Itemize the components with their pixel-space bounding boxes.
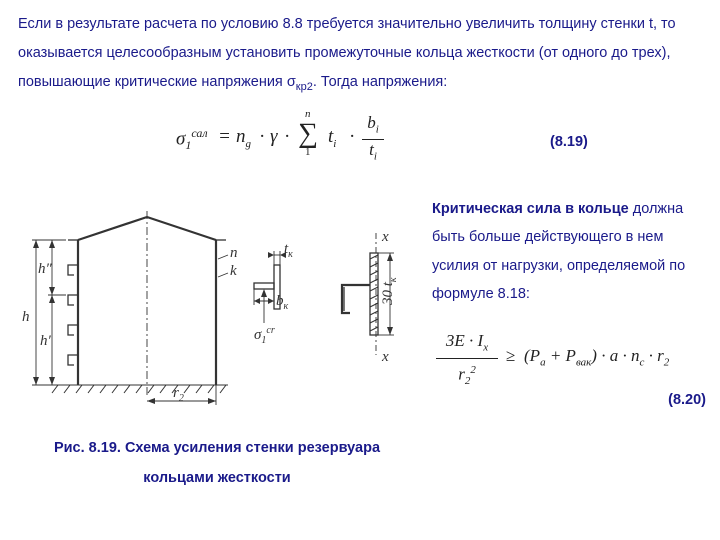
svg-text:k: k	[230, 263, 237, 279]
svg-text:x: x	[381, 349, 389, 365]
right-column: Критическая сила в кольце должна быть бо…	[432, 195, 708, 390]
svg-text:n: n	[230, 245, 238, 261]
figure-8-19: h h′ h″ r2	[18, 195, 418, 420]
svg-text:σ1cr: σ1cr	[254, 325, 275, 346]
svg-text:x: x	[381, 229, 389, 245]
svg-text:30 tк: 30 tк	[380, 277, 399, 306]
page-root: Если в результате расчета по условию 8.8…	[0, 0, 720, 540]
equation-8-19-row: σ1сал = ng · γ · ∑ n 1 ti · bi ti (8.19)	[18, 112, 702, 172]
svg-text:h: h	[22, 309, 30, 325]
intro-paragraph: Если в результате расчета по условию 8.8…	[18, 10, 702, 98]
equation-number-8-19: (8.19)	[550, 134, 588, 150]
critical-force-paragraph: Критическая сила в кольце должна быть бо…	[432, 195, 708, 308]
svg-text:h′: h′	[40, 333, 52, 349]
equation-number-8-20: (8.20)	[668, 392, 706, 408]
lower-region: h h′ h″ r2	[18, 195, 702, 540]
figure-caption: Рис. 8.19. Схема усиления стенки резерву…	[22, 433, 412, 494]
equation-8-20: 3E · Ix r22 ≥ (Pa + Pвак) · a · nc · r2 …	[432, 328, 708, 390]
figure-svg: h h′ h″ r2	[18, 195, 412, 415]
svg-text:h″: h″	[38, 261, 53, 277]
